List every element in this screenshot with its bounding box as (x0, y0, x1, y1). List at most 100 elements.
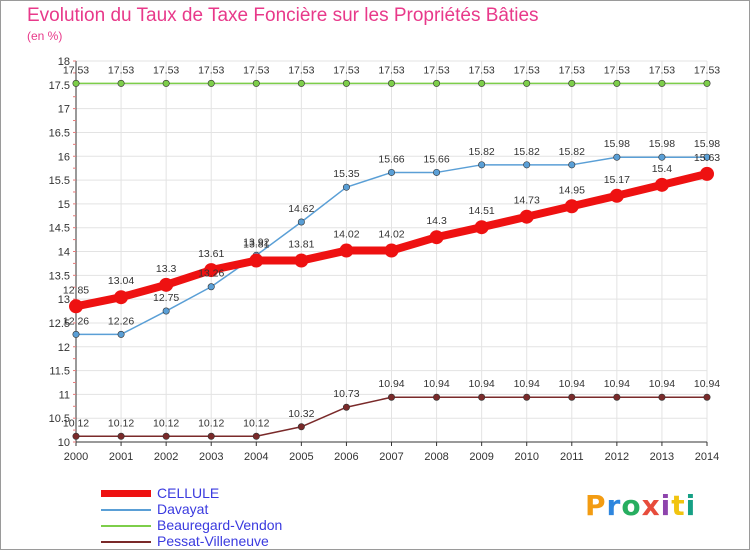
data-label: 12.85 (63, 284, 89, 296)
data-label: 14.51 (469, 205, 495, 217)
data-label: 12.26 (108, 315, 134, 327)
data-point (162, 307, 170, 315)
data-label: 15.82 (469, 146, 495, 158)
series-layer (69, 79, 714, 440)
data-point (478, 79, 486, 87)
x-tick-label: 2005 (289, 451, 313, 463)
data-label: 15.4 (652, 163, 673, 175)
logo-letter: i (660, 489, 672, 522)
data-point (297, 218, 305, 226)
data-point (72, 330, 80, 338)
y-tick-label: 12 (58, 342, 70, 354)
data-label: 10.94 (514, 378, 540, 390)
x-tick-label: 2013 (650, 451, 674, 463)
data-label: 10.94 (559, 378, 585, 390)
data-point (658, 393, 666, 401)
legend-swatch-beauregard-vendon (101, 525, 151, 527)
logo-letter: o (621, 489, 642, 522)
data-point (523, 79, 531, 87)
data-point (433, 79, 441, 87)
data-point (658, 79, 666, 87)
legend-swatch-cellule (101, 490, 151, 497)
x-tick-label: 2004 (244, 451, 268, 463)
data-point (159, 277, 174, 292)
data-point (568, 161, 576, 169)
data-label: 10.94 (694, 378, 720, 390)
data-point (478, 393, 486, 401)
data-point (342, 183, 350, 191)
data-point (162, 432, 170, 440)
legend-label-davayat: Davayat (157, 501, 209, 517)
data-label: 12.26 (63, 315, 89, 327)
logo-letter: r (606, 489, 622, 522)
y-tick-label: 14.5 (49, 223, 70, 235)
data-label: 10.94 (604, 378, 630, 390)
data-labels: 17.53 17.53 17.53 17.53 17.53 17.53 17.53 17.53… (63, 64, 720, 429)
data-point (342, 403, 350, 411)
data-label: 13.81 (243, 239, 269, 251)
data-label: 10.12 (108, 417, 134, 429)
data-label: 14.73 (514, 195, 540, 207)
y-tick-label: 15 (58, 199, 70, 211)
logo-letter: P (585, 489, 607, 522)
data-label: 14.95 (559, 184, 585, 196)
data-label: 10.12 (198, 417, 224, 429)
legend-label-pessat-villeneuve: Pessat-Villeneuve (157, 533, 269, 549)
data-point (204, 263, 219, 278)
data-point (523, 393, 531, 401)
y-tick-label: 18 (58, 56, 70, 68)
y-tick-label: 13 (58, 294, 70, 306)
y-tick-label: 13.5 (49, 270, 70, 282)
data-label: 13.26 (198, 268, 224, 280)
data-label: 10.94 (649, 378, 675, 390)
logo-letter: x (641, 489, 661, 522)
data-label: 14.3 (426, 215, 447, 227)
x-tick-label: 2006 (334, 451, 358, 463)
legend-label-cellule: CELLULE (157, 485, 220, 501)
data-label: 13.81 (288, 239, 314, 251)
x-tick-label: 2009 (469, 451, 493, 463)
data-point (387, 393, 395, 401)
data-label: 17.53 (378, 64, 404, 76)
data-point (387, 168, 395, 176)
data-point (433, 168, 441, 176)
data-point (72, 432, 80, 440)
legend-swatch-davayat (101, 509, 151, 511)
data-label: 17.53 (63, 64, 89, 76)
y-tick-label: 10.5 (49, 413, 70, 425)
y-tick-label: 15.5 (49, 175, 70, 187)
data-point (294, 253, 309, 268)
data-label: 17.53 (243, 64, 269, 76)
data-label: 14.02 (378, 229, 404, 241)
data-point (613, 393, 621, 401)
data-point (384, 243, 399, 258)
data-label: 14.02 (333, 229, 359, 241)
x-tick-label: 2010 (514, 451, 538, 463)
data-point (387, 79, 395, 87)
proxiti-logo: Proxiti (585, 489, 696, 522)
data-point (252, 432, 260, 440)
x-tick-label: 2003 (199, 451, 223, 463)
data-point (433, 393, 441, 401)
data-label: 15.17 (604, 174, 630, 186)
data-label: 17.53 (423, 64, 449, 76)
data-point (117, 330, 125, 338)
data-point (207, 283, 215, 291)
data-point (519, 209, 534, 224)
data-point (72, 79, 80, 87)
chart-title: Evolution du Taux de Taxe Foncière sur l… (27, 5, 539, 26)
data-label: 17.53 (108, 64, 134, 76)
data-point (429, 230, 444, 245)
data-point (252, 79, 260, 87)
data-point (207, 432, 215, 440)
x-tick-label: 2008 (424, 451, 448, 463)
data-point (69, 299, 83, 314)
y-tick-label: 17.5 (49, 80, 70, 92)
data-label: 10.94 (423, 378, 449, 390)
data-label: 17.53 (288, 64, 314, 76)
data-point (523, 161, 531, 169)
data-point (297, 79, 305, 87)
data-point (609, 188, 624, 203)
